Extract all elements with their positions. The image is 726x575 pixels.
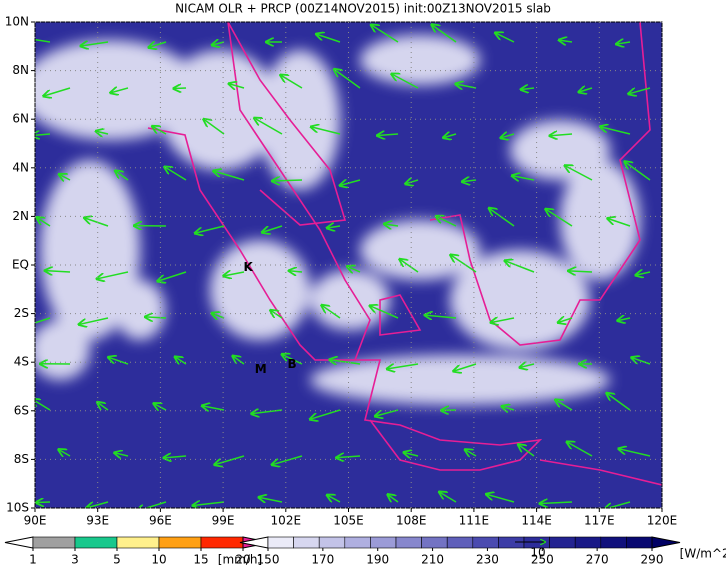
colorbar-label: 230	[476, 553, 499, 567]
y-tick-label: 8S	[14, 452, 29, 466]
colorbar-cell	[268, 537, 294, 548]
wind-vector	[174, 88, 186, 89]
map-title: NICAM OLR + PRCP (00Z14NOV2015) init:00Z…	[175, 2, 551, 16]
colorbar-label: 190	[366, 553, 389, 567]
y-tick-label: 2S	[14, 306, 29, 320]
colorbar-label: 210	[421, 553, 444, 567]
colorbar-label: 1	[29, 553, 37, 567]
colorbar-cell	[117, 537, 159, 548]
x-tick-label: 120E	[647, 514, 678, 528]
x-tick-label: 96E	[149, 514, 172, 528]
x-tick-label: 90E	[24, 514, 47, 528]
colorbar-cell	[294, 537, 320, 548]
station-label: M	[255, 362, 267, 376]
colorbar-cell	[575, 537, 601, 548]
wind-vector	[36, 502, 50, 503]
y-tick-label: 6S	[14, 403, 29, 417]
x-tick-label: 108E	[396, 514, 427, 528]
colorbar-cell	[345, 537, 371, 548]
colorbar-label: 270	[586, 553, 609, 567]
x-tick-label: 93E	[86, 514, 109, 528]
colorbar-cell	[159, 537, 201, 548]
colorbar-label: 5	[113, 553, 121, 567]
colorbar-cell	[447, 537, 473, 548]
colorbar-cell	[601, 537, 627, 548]
wind-vector	[272, 180, 302, 181]
colorbar-unit: [mm/h]	[218, 553, 262, 567]
colorbar-end	[5, 537, 33, 548]
colorbar-unit: [W/m^2]	[680, 547, 726, 561]
y-tick-label: 10N	[5, 15, 29, 29]
y-tick-label: 2N	[12, 209, 29, 223]
map-field	[18, 22, 662, 511]
colorbar-end	[652, 537, 680, 548]
x-tick-label: 105E	[333, 514, 364, 528]
y-tick-label: 10S	[6, 501, 29, 515]
colorbar-label: 10	[151, 553, 166, 567]
colorbar-label: 290	[641, 553, 664, 567]
colorbar-cell	[75, 537, 117, 548]
colorbar-cell	[550, 537, 576, 548]
y-tick-label: 6N	[12, 112, 29, 126]
y-tick-label: EQ	[12, 258, 29, 272]
colorbar-cell	[201, 537, 243, 548]
x-tick-label: 114E	[521, 514, 552, 528]
colorbar-cell	[473, 537, 499, 548]
x-tick-label: 111E	[459, 514, 490, 528]
x-tick-label: 117E	[584, 514, 615, 528]
y-tick-label: 4N	[12, 160, 29, 174]
colorbar-cell	[396, 537, 422, 548]
colorbar-label: 150	[257, 553, 280, 567]
x-tick-label: 99E	[212, 514, 235, 528]
wind-vector	[145, 317, 166, 318]
x-tick-label: 102E	[271, 514, 302, 528]
station-label: K	[244, 260, 254, 274]
colorbar-label: 170	[311, 553, 334, 567]
station-label: B	[287, 357, 296, 371]
y-tick-label: 8N	[12, 63, 29, 77]
vector-reference-label: 10	[530, 546, 545, 560]
colorbar-label: 15	[193, 553, 208, 567]
colorbar-cell	[33, 537, 75, 548]
colorbar-label: 3	[71, 553, 79, 567]
colorbar-cell	[626, 537, 652, 548]
colorbar-cell	[319, 537, 345, 548]
colorbar-cell	[422, 537, 448, 548]
y-tick-label: 4S	[14, 355, 29, 369]
colorbar-cell	[370, 537, 396, 548]
